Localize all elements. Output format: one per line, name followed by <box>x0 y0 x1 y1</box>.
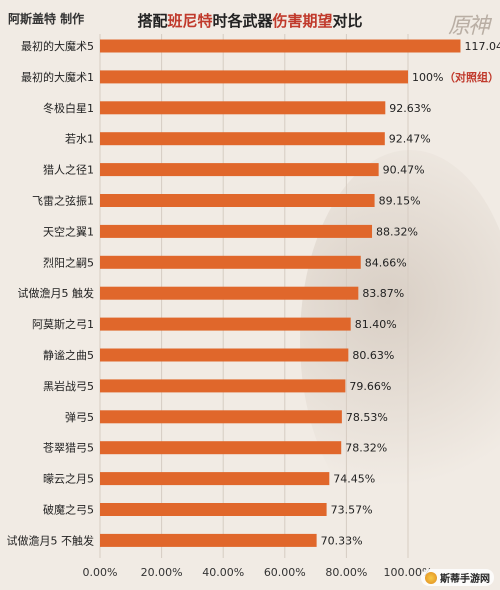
bar <box>100 317 351 331</box>
category-label: 静谧之曲5 <box>43 348 94 362</box>
author-credit: 阿斯盖特 制作 <box>8 12 85 26</box>
category-label: 飞雷之弦振1 <box>32 194 94 208</box>
bar <box>100 224 373 238</box>
data-label: 79.66% <box>349 380 391 393</box>
bar <box>100 132 385 146</box>
data-label: 84.66% <box>365 256 407 269</box>
data-label: 74.45% <box>333 473 375 486</box>
title-highlight-character: 班尼特 <box>167 12 213 30</box>
data-label: 83.87% <box>362 287 404 300</box>
category-label: 烈阳之嗣5 <box>43 255 94 269</box>
bar <box>100 533 317 547</box>
bar <box>100 379 346 393</box>
data-label: 78.32% <box>345 442 387 455</box>
data-label: 73.57% <box>331 504 373 517</box>
chart-title: 搭配班尼特时各武器伤害期望对比 <box>0 10 500 31</box>
control-group-annotation: （对照组） <box>444 70 499 84</box>
bar <box>100 472 330 486</box>
data-label: 80.63% <box>352 349 394 362</box>
game-logo: 原神 <box>447 14 490 39</box>
category-label: 天空之翼1 <box>43 224 94 238</box>
data-label: 70.33% <box>321 534 363 547</box>
watermark-text: 斯蒂手游网 <box>440 574 490 585</box>
bar <box>100 441 342 455</box>
category-label: 阿莫斯之弓1 <box>32 317 94 331</box>
x-tick-label: 80.00% <box>325 566 367 579</box>
x-tick-label: 60.00% <box>264 566 306 579</box>
category-label: 试做澹月5 触发 <box>18 286 95 300</box>
data-label: 117.04% <box>464 40 500 53</box>
title-prefix: 搭配 <box>137 12 168 30</box>
bar <box>100 39 461 53</box>
category-label: 若水1 <box>65 133 94 146</box>
bar <box>100 70 408 84</box>
bar <box>100 503 327 516</box>
category-label: 最初的大魔术1 <box>21 70 94 84</box>
data-label: 78.53% <box>346 411 388 424</box>
category-label: 弹弓5 <box>65 410 94 424</box>
title-middle: 时各武器 <box>212 12 273 30</box>
bar <box>100 286 359 300</box>
data-label: 90.47% <box>383 164 425 177</box>
bar <box>100 101 386 115</box>
data-label: 89.15% <box>379 195 421 208</box>
category-label: 冬极白星1 <box>43 101 94 115</box>
category-label: 黑岩战弓5 <box>43 379 94 393</box>
data-label: 81.40% <box>355 318 397 331</box>
category-label: 试做澹月5 不触发 <box>7 533 95 547</box>
data-label: 100% <box>412 71 443 84</box>
bar <box>100 255 361 269</box>
site-watermark: 斯蒂手游网 <box>421 569 494 586</box>
data-label: 92.63% <box>389 102 431 115</box>
bar <box>100 194 375 207</box>
watermark-logo-icon <box>425 571 437 584</box>
category-label: 曚云之月5 <box>43 472 94 486</box>
bar <box>100 410 342 424</box>
background-art <box>300 150 500 530</box>
x-tick-label: 100.00% <box>384 566 433 579</box>
category-label: 最初的大魔术5 <box>21 39 94 53</box>
category-label: 破魔之弓5 <box>43 503 94 517</box>
bar <box>100 348 349 362</box>
category-label: 猎人之径1 <box>43 163 94 177</box>
title-highlight-metric: 伤害期望 <box>272 12 333 30</box>
bar <box>100 163 379 177</box>
x-tick-label: 20.00% <box>141 566 183 579</box>
x-tick-label: 0.00% <box>83 566 118 579</box>
title-suffix: 对比 <box>332 12 363 30</box>
category-label: 苍翠猎弓5 <box>43 441 94 455</box>
data-label: 88.32% <box>376 225 418 238</box>
data-label: 92.47% <box>389 133 431 146</box>
x-tick-label: 40.00% <box>202 566 244 579</box>
